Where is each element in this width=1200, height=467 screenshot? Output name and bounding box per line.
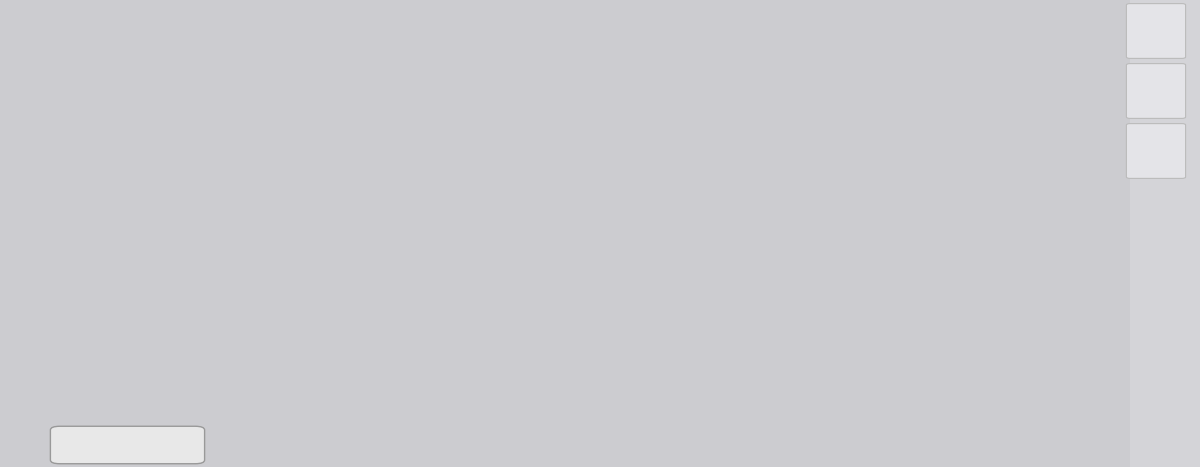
Text: of boys. Can you conclude that the mean weight of boys is greater than the mean : of boys. Can you conclude that the mean … [12, 78, 1016, 93]
Text: 7.8   7.5   6.9   7.8   8.6   7.7   7.4   7.7: 7.8 7.5 6.9 7.8 8.6 7.7 7.4 7.7 [78, 219, 398, 237]
Text: Baby weights:: Baby weights: [12, 14, 136, 29]
Text: Girls: Girls [296, 309, 334, 327]
Text: 8.2   7.5   5.7   6.6   6.4   8.5   7.2   6.9   8.2: 8.2 7.5 5.7 6.6 6.4 8.5 7.2 6.9 8.2 [78, 337, 440, 355]
Text: Following are weights in pounds for random samples of 17 newborn baby boys and b: Following are weights in pounds for rand… [109, 14, 980, 29]
Polygon shape [60, 155, 570, 285]
Text: 6.5   6.7   7.2   6.3   5.9   8.1   8.2   6.7: 6.5 6.7 7.2 6.3 5.9 8.1 8.2 6.7 [78, 369, 398, 387]
Text: 2011. Box plots indicate that the samples come from populations that are approxi: 2011. Box plots indicate that the sample… [12, 42, 1012, 57]
Text: Boys: Boys [295, 159, 335, 177]
Text: Send data to Excel: Send data to Excel [62, 438, 193, 452]
Text: 7.9   8.3   7.3   6.4   8.4   8.5   6.9   6.3   7.4: 7.9 8.3 7.3 6.4 8.4 8.5 6.9 6.3 7.4 [78, 187, 440, 205]
Text: P-value method with the TI-84 Plus calculator.: P-value method with the TI-84 Plus calcu… [12, 106, 367, 121]
Polygon shape [60, 305, 570, 430]
